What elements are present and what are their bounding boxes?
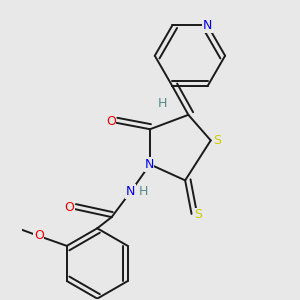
Text: O: O bbox=[64, 201, 74, 214]
Text: S: S bbox=[194, 208, 202, 221]
Text: N: N bbox=[203, 19, 212, 32]
Text: N: N bbox=[125, 185, 135, 198]
Text: O: O bbox=[106, 116, 116, 128]
Text: H: H bbox=[158, 97, 167, 110]
Text: N: N bbox=[144, 158, 154, 171]
Text: H: H bbox=[139, 185, 148, 198]
Text: O: O bbox=[34, 229, 43, 242]
Text: S: S bbox=[213, 134, 221, 147]
